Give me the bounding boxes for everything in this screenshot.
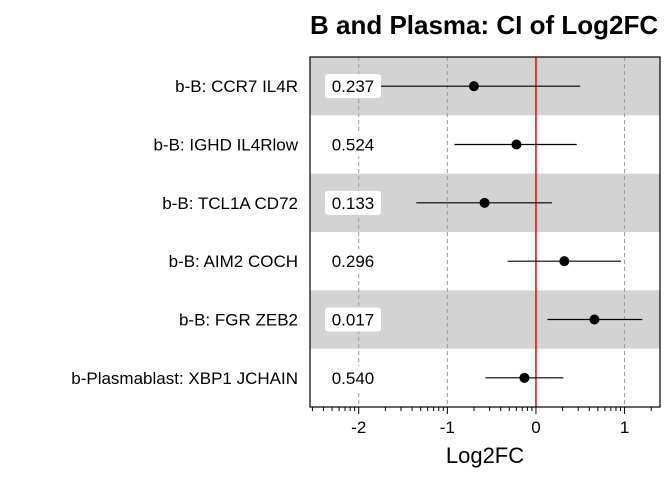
- plot-panel: [309, 56, 661, 408]
- x-tick-label: -2: [351, 418, 366, 437]
- row-label: b-B: AIM2 COCH: [169, 252, 298, 271]
- estimate-point: [511, 139, 522, 150]
- grid-lines: [358, 57, 626, 407]
- row-label: b-B: IGHD IL4Rlow: [153, 136, 298, 155]
- x-axis-label: Log2FC: [446, 443, 524, 468]
- value-box: [325, 365, 381, 390]
- row-labels: b-B: CCR7 IL4R b-B: IGHD IL4Rlow b-B: TCL1…: [71, 77, 298, 388]
- x-tick-label: 0: [531, 418, 540, 437]
- value-label: 0.296: [332, 252, 375, 271]
- estimate-point: [479, 197, 490, 208]
- value-box: [325, 307, 381, 332]
- value-label: 0.540: [332, 369, 375, 388]
- value-box: [325, 190, 381, 215]
- value-label: 0.017: [332, 311, 375, 330]
- value-labels: 0.237 0.524 0.133 0.296 0.017 0.540: [325, 74, 381, 390]
- value-label: 0.133: [332, 194, 375, 213]
- row-label: b-B: FGR ZEB2: [179, 311, 298, 330]
- estimate-point: [559, 256, 570, 267]
- ci-marks: [376, 81, 643, 383]
- estimate-point: [589, 314, 600, 325]
- row-label: b-Plasmablast: XBP1 JCHAIN: [71, 369, 298, 388]
- estimate-point: [519, 372, 530, 383]
- value-box: [325, 74, 381, 99]
- value-label: 0.524: [332, 136, 375, 155]
- x-tick-label: -1: [440, 418, 455, 437]
- estimate-point: [468, 81, 479, 92]
- x-axis: -2 -1 0 1: [311, 407, 652, 437]
- value-box: [325, 249, 381, 274]
- chart-title: B and Plasma: CI of Log2FC: [310, 10, 658, 40]
- value-label: 0.237: [332, 77, 375, 96]
- x-tick-label: 1: [620, 418, 629, 437]
- value-box: [325, 132, 381, 157]
- row-label: b-B: TCL1A CD72: [162, 194, 298, 213]
- row-label: b-B: CCR7 IL4R: [175, 77, 298, 96]
